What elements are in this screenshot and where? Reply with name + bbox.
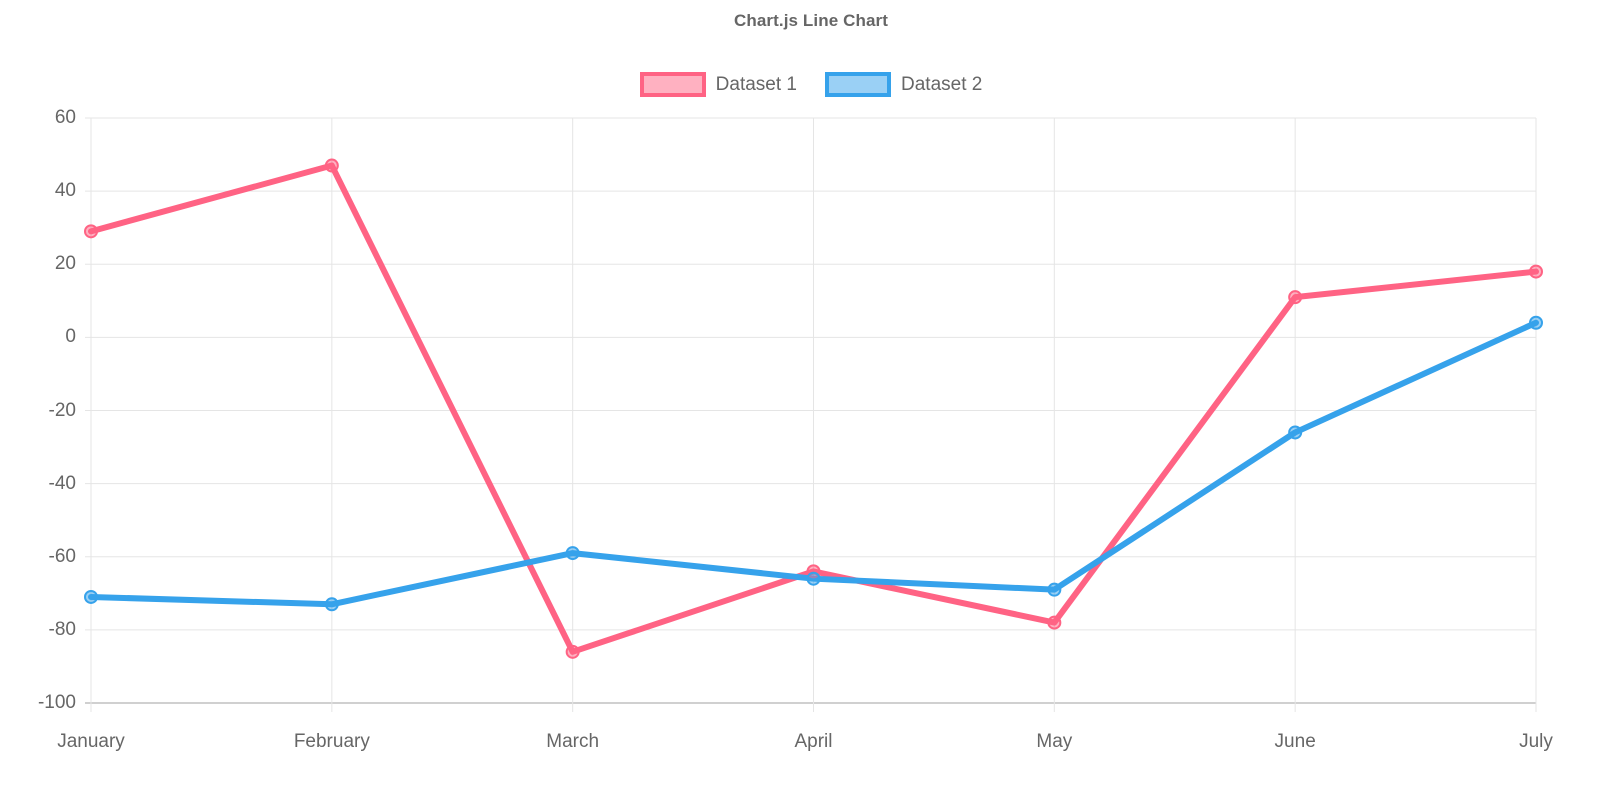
x-axis-tick-label: April <box>794 731 833 752</box>
y-axis-tick-label: -60 <box>48 545 76 567</box>
x-axis-tick-label: February <box>293 731 370 752</box>
x-axis-tick-label: June <box>1274 731 1316 752</box>
data-point[interactable] <box>324 597 339 612</box>
data-point[interactable] <box>1047 582 1062 597</box>
legend-item-dataset-1[interactable]: Dataset 1 <box>639 72 797 97</box>
legend-label-dataset-1: Dataset 1 <box>715 73 797 95</box>
data-point[interactable] <box>1047 615 1062 630</box>
y-axis-tick-label: 60 <box>54 107 76 128</box>
data-point[interactable] <box>565 644 580 659</box>
data-point[interactable] <box>324 158 339 173</box>
y-axis-tick-label: -100 <box>37 692 76 713</box>
y-axis-tick-labels: 60 40 20 0 -20 -40 -60 -80 -100 <box>0 0 76 798</box>
chart-title: Chart.js Line Chart <box>734 11 888 30</box>
data-point[interactable] <box>84 589 98 604</box>
x-gridlines <box>90 118 1537 712</box>
data-point[interactable] <box>1529 264 1543 279</box>
legend-item-dataset-2[interactable]: Dataset 2 <box>825 72 982 97</box>
legend-swatch-dataset-2 <box>825 72 891 97</box>
x-axis-tick-label: January <box>57 731 125 752</box>
y-axis-tick-label: -40 <box>48 472 76 494</box>
legend-label-dataset-2: Dataset 2 <box>901 73 983 95</box>
x-axis-tick-label: May <box>1036 731 1073 752</box>
y-axis-tick-label: -80 <box>48 618 76 640</box>
data-point[interactable] <box>1529 315 1543 330</box>
y-axis-tick-label: 40 <box>54 180 76 202</box>
chart-legend: Dataset 1 Dataset 2 <box>0 72 1622 97</box>
series-points <box>84 158 1543 659</box>
y-axis-tick-label: 20 <box>54 253 76 275</box>
data-point[interactable] <box>84 224 98 239</box>
x-axis-tick-label: March <box>546 731 600 752</box>
y-gridlines <box>85 117 1536 704</box>
x-axis-tick-label: July <box>1519 731 1553 752</box>
data-point[interactable] <box>1288 425 1303 440</box>
legend-swatch-dataset-1 <box>639 72 706 97</box>
y-axis-tick-label: 0 <box>65 326 76 348</box>
y-axis-tick-label: -20 <box>48 399 76 421</box>
data-point[interactable] <box>1288 290 1303 305</box>
data-point[interactable] <box>565 546 580 561</box>
x-axis-tick-labels: January February March April May June July <box>0 731 1622 771</box>
data-point[interactable] <box>806 571 821 586</box>
